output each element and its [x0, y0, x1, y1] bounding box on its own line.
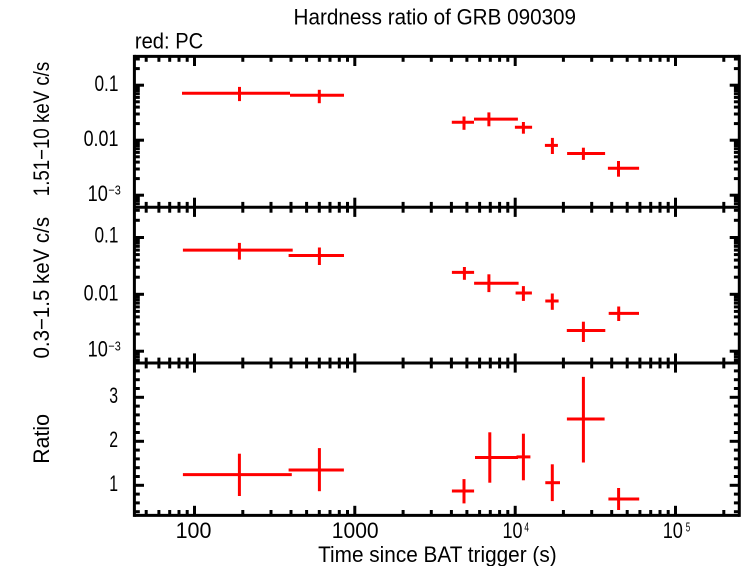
svg-text:−3: −3 — [108, 339, 120, 354]
svg-text:0.1: 0.1 — [95, 71, 119, 96]
svg-text:1: 1 — [109, 471, 118, 496]
svg-text:Hardness ratio of GRB 090309: Hardness ratio of GRB 090309 — [294, 5, 577, 30]
svg-text:0.01: 0.01 — [84, 281, 119, 306]
svg-text:10: 10 — [88, 181, 108, 206]
svg-text:4: 4 — [524, 520, 529, 535]
svg-text:10: 10 — [88, 337, 108, 362]
svg-text:Time since BAT trigger (s): Time since BAT trigger (s) — [318, 542, 557, 566]
svg-text:1.51−10 keV c/s: 1.51−10 keV c/s — [29, 62, 54, 196]
svg-text:−3: −3 — [108, 183, 120, 198]
svg-text:10: 10 — [503, 518, 523, 543]
svg-text:100: 100 — [176, 518, 212, 543]
svg-text:0.01: 0.01 — [84, 126, 119, 151]
svg-text:red: PC: red: PC — [135, 28, 203, 53]
svg-text:1000: 1000 — [332, 518, 379, 543]
svg-text:3: 3 — [109, 383, 118, 408]
svg-text:5: 5 — [686, 520, 691, 535]
svg-text:2: 2 — [109, 427, 118, 452]
svg-text:0.3−1.5 keV c/s: 0.3−1.5 keV c/s — [29, 217, 54, 359]
svg-text:0.1: 0.1 — [95, 222, 119, 247]
svg-text:Ratio: Ratio — [29, 414, 54, 464]
svg-text:10: 10 — [663, 518, 683, 543]
